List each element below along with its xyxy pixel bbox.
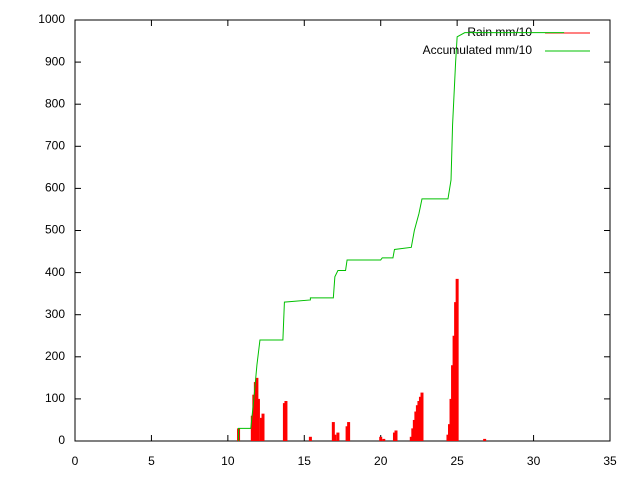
y-tick-label: 0 — [58, 433, 65, 447]
y-tick-label: 200 — [45, 349, 65, 363]
legend-label: Accumulated mm/10 — [423, 43, 533, 57]
y-tick-label: 700 — [45, 138, 65, 152]
x-tick-label: 25 — [450, 454, 464, 468]
y-tick-label: 1000 — [38, 12, 65, 26]
y-tick-label: 500 — [45, 223, 65, 237]
y-tick-label: 600 — [45, 181, 65, 195]
x-tick-label: 0 — [72, 454, 79, 468]
x-tick-label: 15 — [298, 454, 312, 468]
y-tick-label: 400 — [45, 265, 65, 279]
x-tick-label: 35 — [603, 454, 617, 468]
plot-frame — [74, 19, 611, 442]
y-tick-label: 100 — [45, 391, 65, 405]
y-tick-label: 300 — [45, 307, 65, 321]
y-tick-label: 900 — [45, 54, 65, 68]
accumulated-line — [238, 32, 565, 441]
x-tick-label: 5 — [148, 454, 155, 468]
x-tick-label: 20 — [374, 454, 388, 468]
x-tick-label: 30 — [527, 454, 541, 468]
y-tick-label: 800 — [45, 96, 65, 110]
x-tick-label: 10 — [221, 454, 235, 468]
